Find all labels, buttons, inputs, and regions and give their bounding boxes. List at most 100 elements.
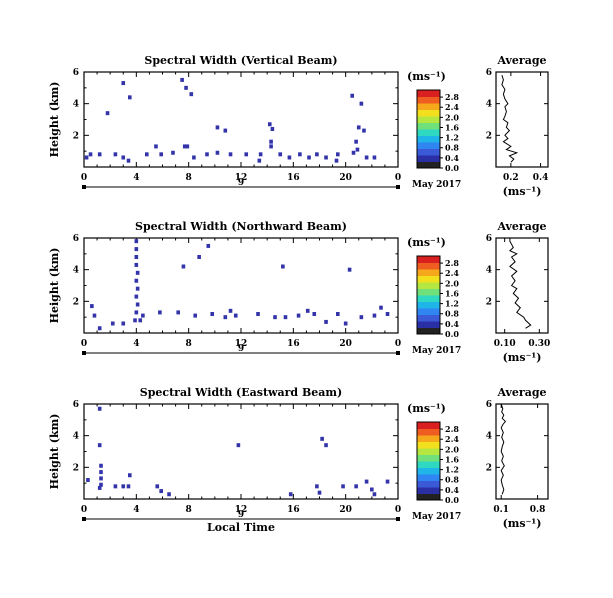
x-tick-label: 20 [339,505,352,515]
y-tick-label: 6 [73,68,79,78]
average-title: Average [496,386,546,399]
x-tick-label: 16 [287,339,300,349]
heatmap-cell [281,264,285,269]
heatmap-cell [317,490,322,495]
average-title: Average [496,54,546,67]
heatmap-cell [155,484,160,489]
colorbar-tick-label: 2.0 [445,112,459,122]
heatmap-cell [206,243,211,248]
heatmap-cell [305,308,310,313]
heatmap-cell [154,144,158,149]
heatmap-cell [228,308,233,313]
y-tick-label: 6 [73,400,79,410]
heatmap-cell [288,492,293,497]
average-frame [495,237,549,334]
plot-frame [83,237,399,334]
heatmap-cell [347,267,352,272]
colorbar-segment [417,103,440,110]
heatmap-cell [215,125,220,130]
heatmap-cell [233,313,238,318]
heatmap-cell [283,315,288,320]
heatmap-cell [84,155,89,160]
colorbar-segment [417,327,440,335]
heatmap-cell [159,489,163,494]
colorbar-tick-label: 2.4 [445,268,459,278]
colorbar-tick-label: 0.4 [445,485,459,495]
colorbar-segment [417,461,440,468]
colorbar-segment [417,129,440,136]
heatmap-cell [97,406,102,411]
y-tick-label: 6 [73,234,79,244]
date-label: May 2017 [412,180,461,190]
plot-frame [83,71,399,168]
colorbar-segment [417,116,440,123]
colorbar-segment [417,90,440,97]
heatmap-cell [296,313,301,318]
heatmap-cell [92,313,97,318]
colorbar-tick-label: 2.0 [445,278,459,288]
colorbar-tick-label: 1.6 [445,454,459,464]
x-tick-label: 0 [395,339,401,349]
heatmap-cell [134,239,139,244]
average-x-tick-label: 0.2 [503,173,519,183]
heatmap-cell [167,492,171,497]
x-tick-label: 8 [186,173,192,183]
heatmap-cell [113,484,118,489]
heatmap-cell [97,152,102,157]
colorbar-segment [417,155,440,162]
colorbar-frame [416,89,441,169]
colorbar-unit: (ms⁻¹) [407,70,446,83]
day-axis-end-marker [396,517,400,521]
y-tick-label: 2 [73,463,79,473]
colorbar-tick-label: 1.2 [445,465,459,475]
heatmap-cell [134,262,139,267]
colorbar-unit: (ms⁻¹) [407,236,446,249]
average-frame [495,71,549,168]
heatmap-cell [270,127,275,131]
colorbar-segment [417,301,440,309]
colorbar-tick-label: 0.4 [445,153,459,163]
y-tick-label: 2 [73,297,79,307]
heatmap-cell [269,144,273,149]
heatmap-cell [185,144,190,149]
y-tick-label: 4 [73,432,79,442]
x-tick-label: 12 [235,339,248,349]
colorbar-tick-label: 0.8 [445,143,459,153]
colorbar-segment [417,487,440,494]
heatmap-cell [343,321,348,326]
x-tick-label: 0 [81,339,87,349]
heatmap-cell [354,139,358,144]
colorbar-tick-label: 0.4 [445,319,459,329]
colorbar-segment [417,135,440,143]
heatmap-cell [113,152,118,157]
plot-frame [83,403,399,500]
x-tick-label: 8 [186,339,192,349]
heatmap-cell [193,313,198,318]
colorbar-tick-label: 1.6 [445,288,459,298]
heatmap-cell [145,152,149,157]
heatmap-cell [334,158,339,163]
colorbar-segment [417,448,440,455]
heatmap-cell [236,443,241,448]
heatmap-cell [278,152,283,157]
colorbar-segment [417,493,440,501]
x-tick-label: 12 [235,505,248,515]
colorbar-segment [417,321,440,328]
average-profile-line [500,403,507,495]
average-y-tick-label: 2 [486,131,492,141]
heatmap-cell [324,155,328,160]
colorbar-tick-label: 0.8 [445,309,459,319]
chart-panel-1: Spectral Width (Northward Beam)0 4 8 12 16 20… [48,220,550,364]
heatmap-cell [351,150,356,155]
heatmap-cell [298,152,302,157]
colorbar-tick-label: 2.4 [445,102,459,112]
chart-title: Spectral Width (Vertical Beam) [144,54,337,67]
heatmap-cell [197,255,201,259]
average-x-tick-label: 0.10 [494,339,516,349]
colorbar-frame [416,255,441,335]
average-y-tick-label: 2 [486,463,492,473]
heatmap-cell [362,128,366,133]
chart-panel-2: Spectral Width (Eastward Beam)0 4 8 12 16 20 0… [48,386,549,534]
heatmap-cell [121,321,126,326]
heatmap-cell [223,128,228,133]
